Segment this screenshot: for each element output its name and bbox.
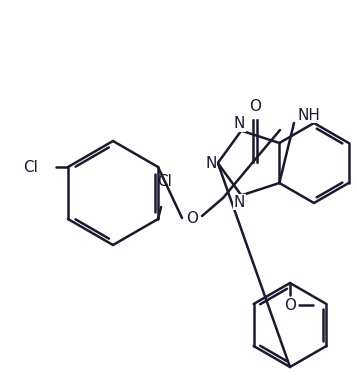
Text: Cl: Cl: [157, 174, 172, 189]
Text: NH: NH: [298, 107, 321, 122]
Text: O: O: [186, 211, 198, 226]
Text: O: O: [284, 298, 296, 313]
Text: N: N: [233, 117, 245, 132]
Text: O: O: [249, 99, 261, 114]
Text: N: N: [205, 156, 216, 171]
Text: Cl: Cl: [23, 159, 38, 174]
Text: N: N: [233, 194, 245, 209]
